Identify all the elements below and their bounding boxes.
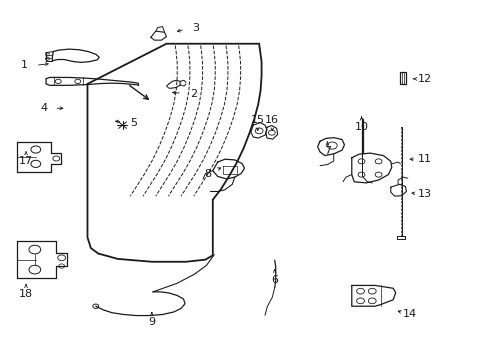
Text: 4: 4: [40, 103, 47, 113]
Text: 11: 11: [417, 154, 431, 164]
Text: 5: 5: [129, 118, 137, 128]
Text: 6: 6: [271, 275, 278, 285]
Text: 14: 14: [403, 310, 416, 319]
Text: 7: 7: [323, 146, 330, 156]
Text: 1: 1: [20, 60, 27, 70]
Text: 2: 2: [189, 89, 197, 99]
Text: 15: 15: [250, 115, 264, 125]
Text: 8: 8: [204, 168, 211, 179]
Text: 9: 9: [148, 317, 155, 327]
Text: 13: 13: [417, 189, 431, 199]
Text: 10: 10: [354, 122, 368, 132]
Text: 18: 18: [19, 289, 33, 299]
Text: 3: 3: [192, 23, 199, 33]
Text: 16: 16: [265, 115, 279, 125]
Text: 17: 17: [19, 156, 33, 166]
Text: 12: 12: [417, 74, 431, 84]
